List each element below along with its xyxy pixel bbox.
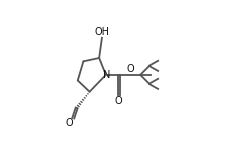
Text: OH: OH bbox=[95, 27, 110, 37]
Text: O: O bbox=[126, 64, 134, 74]
Text: O: O bbox=[115, 96, 123, 106]
Text: N: N bbox=[103, 70, 110, 80]
Text: O: O bbox=[66, 118, 73, 128]
